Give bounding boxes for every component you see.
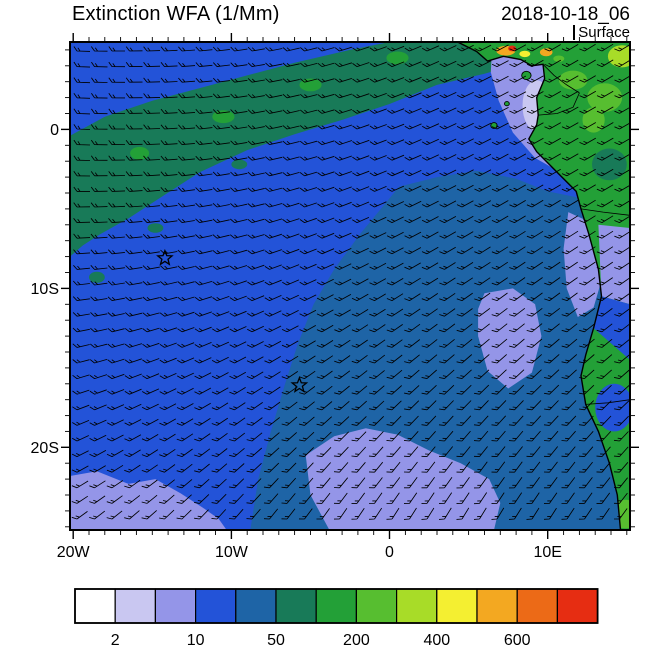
map-layers (70, 42, 630, 530)
contour-spot (386, 51, 409, 65)
contour-spot (231, 159, 248, 170)
land-patch (553, 55, 565, 62)
x-axis-label: 10E (533, 544, 561, 561)
land-patch (587, 83, 623, 112)
y-axis-label: 20S (31, 440, 59, 457)
region-green-arc-northwest (70, 42, 529, 257)
colorbar-label: 50 (267, 632, 285, 649)
colorbar-label: 600 (504, 632, 531, 649)
contour-spot (147, 223, 164, 233)
land-patch (595, 383, 630, 432)
region-lavender-bottom-left (70, 471, 227, 530)
contour-spot (89, 271, 105, 283)
contour-spot (418, 49, 444, 64)
axis-ticks (61, 33, 639, 539)
plot-datetime: 2018-10-18_06 (501, 4, 630, 25)
colorbar-label: 400 (423, 632, 450, 649)
colorbar-border (74, 588, 599, 624)
land-patch (539, 48, 553, 57)
island (521, 70, 532, 80)
colorbar-cell (235, 588, 277, 624)
colorbar-cell (195, 588, 237, 624)
contour-spot (202, 127, 229, 142)
land-patch (607, 45, 630, 68)
colorbar-cell (516, 588, 559, 624)
colorbar-cell (114, 588, 156, 624)
y-axis-label: 10S (31, 281, 59, 298)
region-lavender-bottom-center (305, 428, 501, 530)
colorbar-cell (275, 588, 317, 624)
land-africa (457, 42, 630, 530)
level-tick-icon (573, 25, 576, 40)
colorbar-cell (74, 588, 116, 624)
star-marker (156, 248, 174, 266)
level-label: Surface (573, 24, 630, 41)
colorbar-label: 2 (111, 632, 120, 649)
colorbar-cell (436, 588, 478, 624)
x-axis-label: 20W (57, 544, 91, 561)
land-patch (592, 148, 627, 181)
colorbar-cell (556, 588, 599, 624)
country-border (580, 208, 630, 216)
land-patch (519, 50, 531, 58)
country-border (542, 64, 580, 94)
colorbar: 2 10 50 200 400 600 (74, 588, 599, 649)
country-border (585, 399, 630, 405)
star-marker (290, 375, 309, 393)
x-axis-label: 0 (385, 544, 394, 561)
y-axis-label: 0 (50, 122, 59, 139)
land-patch (582, 107, 605, 133)
coastline (457, 42, 630, 530)
wind-barbs-layer (71, 43, 630, 520)
x-axis-label: 10W (215, 544, 249, 561)
land-patch (593, 296, 630, 360)
colorbar-cell (476, 588, 518, 624)
region-lavender-mid-right (478, 288, 542, 389)
colorbar-cell (355, 588, 398, 624)
level-text: Surface (578, 24, 630, 41)
land-patches (496, 45, 630, 529)
colorbar-cell (154, 588, 197, 624)
colorbar-cell (396, 588, 438, 624)
country-border (538, 92, 580, 116)
island (504, 101, 510, 107)
colorbar-cell (315, 588, 358, 624)
colorbar-label: 200 (343, 632, 370, 649)
contour-spot (277, 91, 306, 108)
land-patch (508, 45, 517, 52)
contour-spot (130, 146, 150, 160)
colorbar-label: 10 (187, 632, 205, 649)
land-patch (598, 224, 630, 305)
plot-title: Extinction WFA (1/Mm) (72, 3, 280, 25)
figure-header: Extinction WFA (1/Mm) 2018-10-18_06 (72, 3, 630, 26)
plot-frame (69, 41, 631, 531)
